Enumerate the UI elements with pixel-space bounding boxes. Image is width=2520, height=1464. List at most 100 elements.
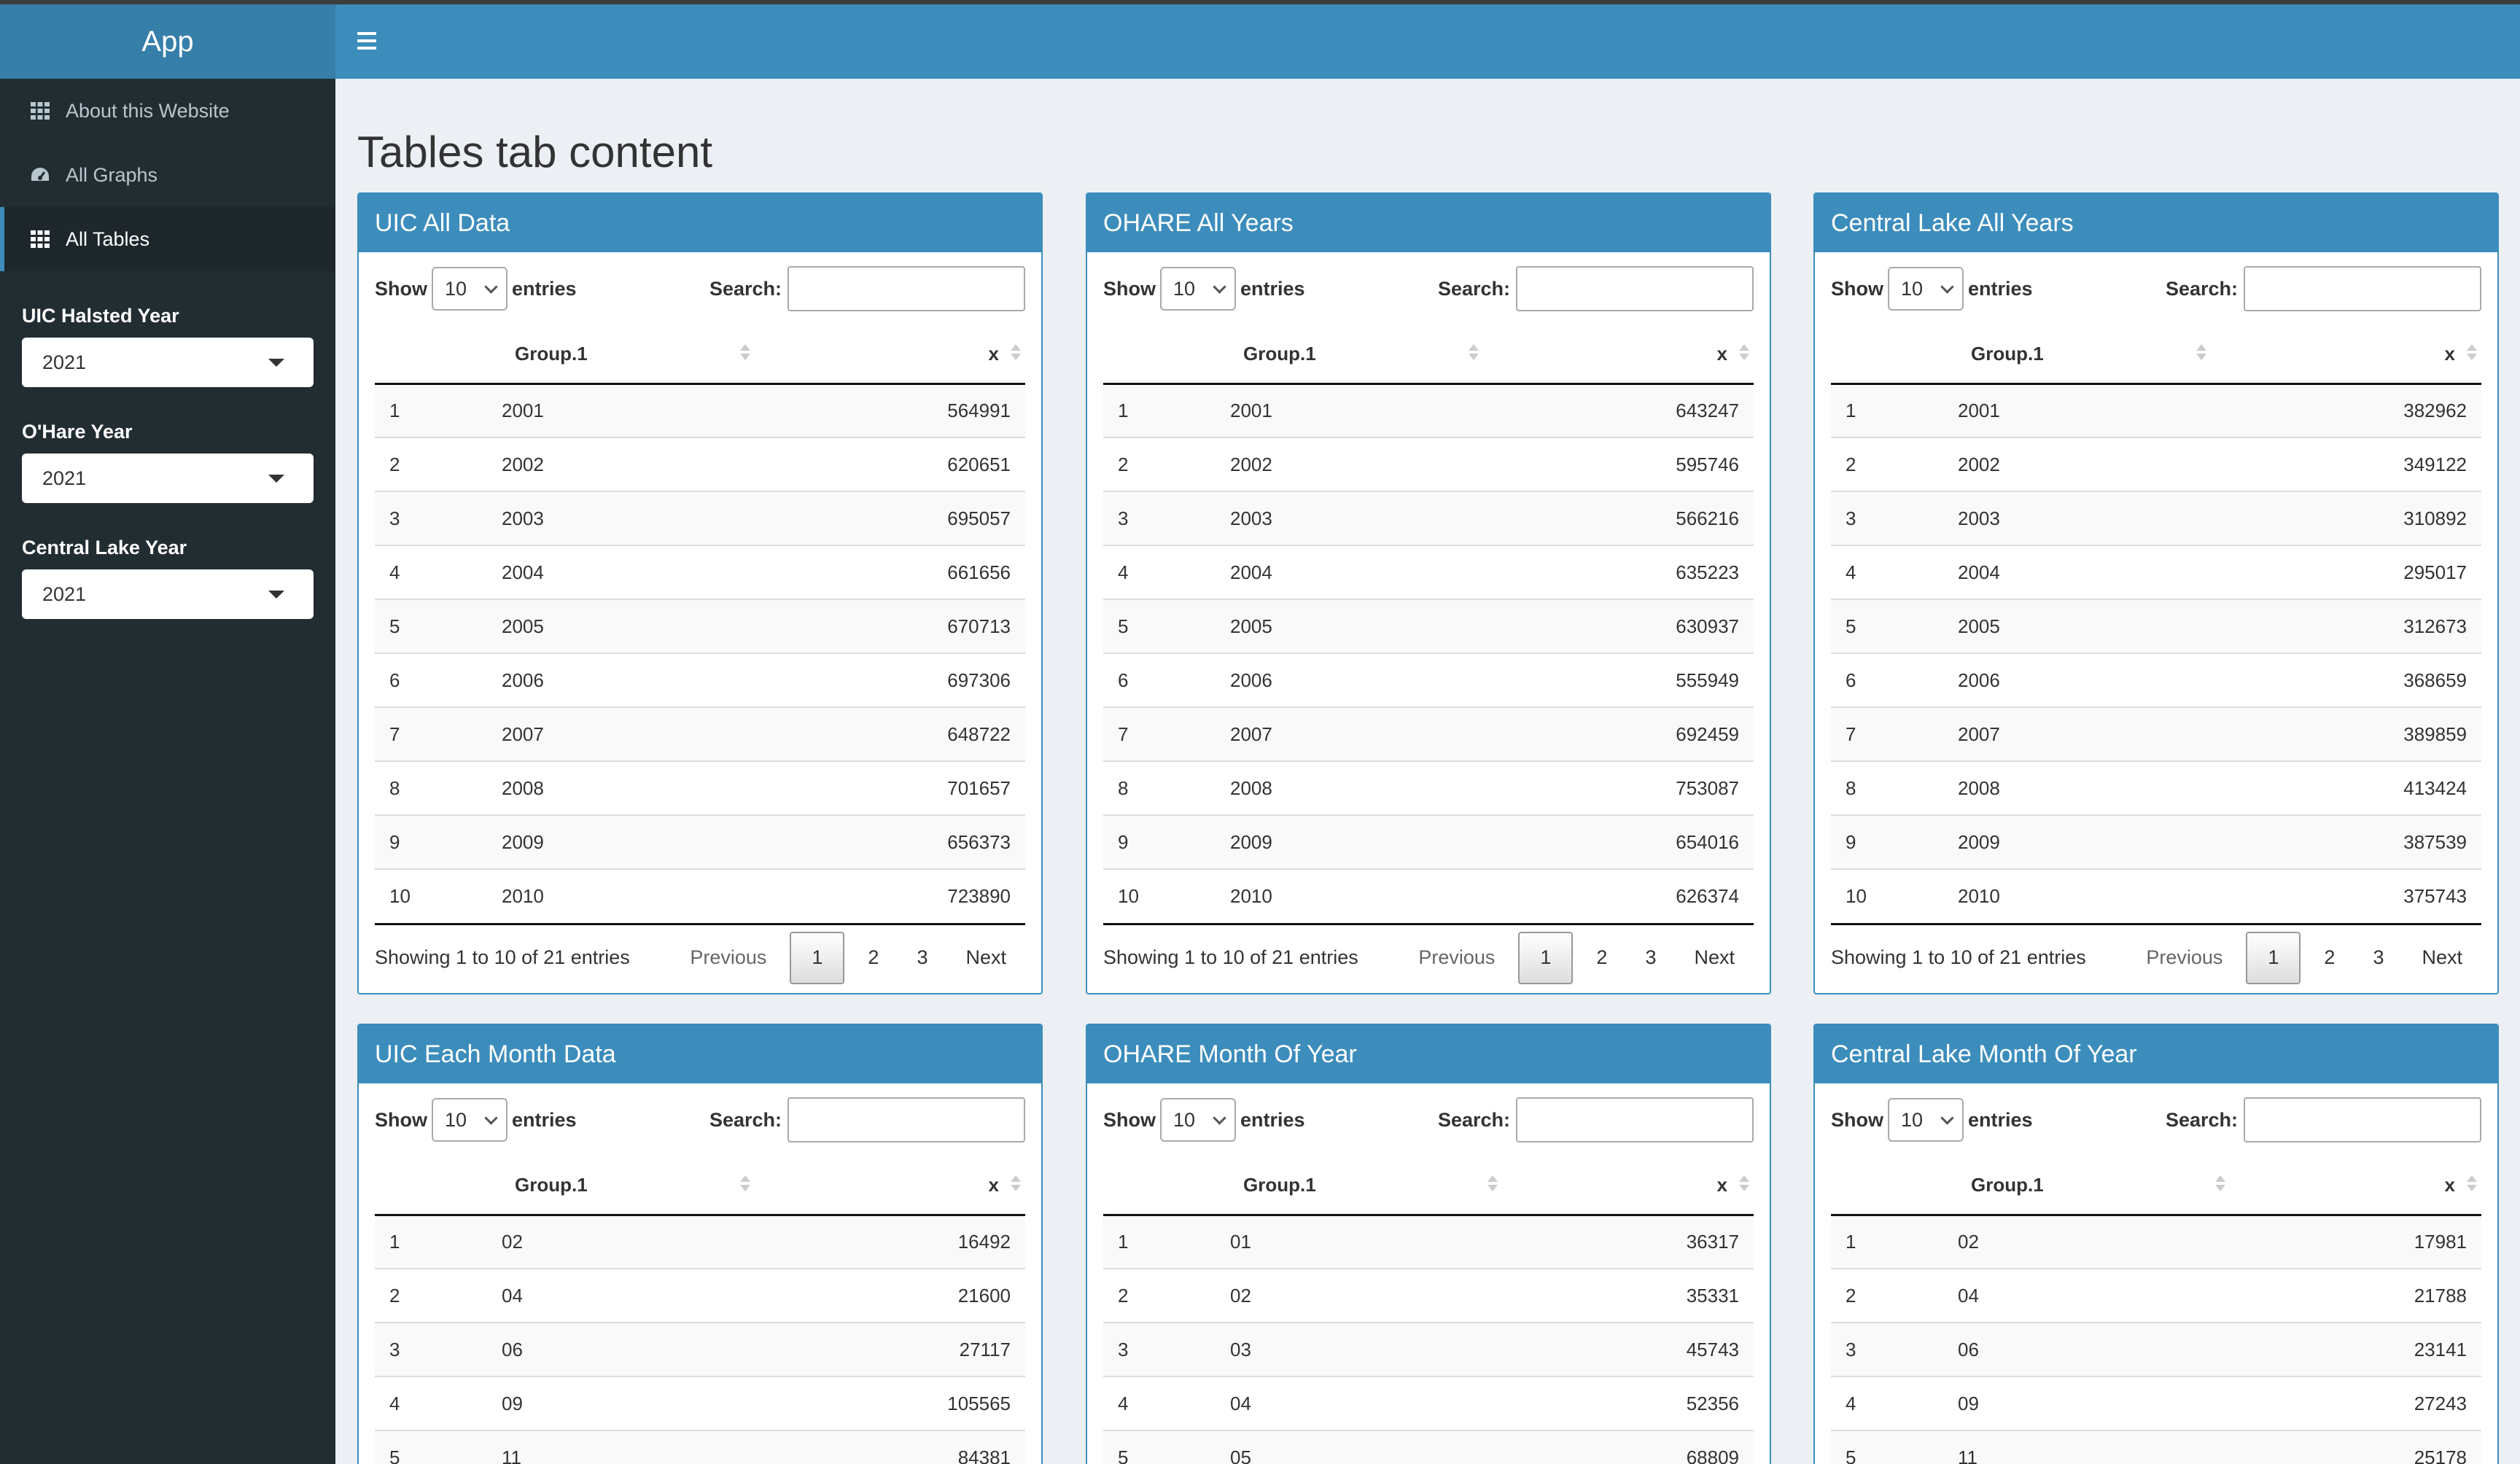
entries-length-select[interactable]: 10 [432, 267, 508, 311]
row-index: 4 [1831, 545, 1955, 599]
index-column-header[interactable] [1103, 325, 1227, 385]
page-1-button[interactable]: 1 [2246, 931, 2301, 984]
x-column-header[interactable]: x [1507, 325, 1754, 385]
table-info: Showing 1 to 10 of 21 entries [1831, 946, 2086, 968]
search-label: Search: [1437, 277, 1510, 300]
next-page-button[interactable]: Next [2422, 946, 2462, 968]
row-index: 8 [375, 760, 499, 815]
index-column-header[interactable] [1831, 325, 1955, 385]
central-lake-year-select[interactable]: 2021 [22, 569, 314, 619]
group-column-header[interactable]: Group.1 [1955, 1156, 2255, 1216]
entries-label: entries [1240, 1108, 1305, 1131]
table-row: 2 02 35331 [1103, 1268, 1754, 1323]
row-index: 3 [1103, 1322, 1227, 1377]
x-column-header[interactable]: x [779, 1156, 1025, 1216]
table-row: 5 05 68809 [1103, 1430, 1754, 1464]
next-page-button[interactable]: Next [1694, 946, 1735, 968]
previous-page-button[interactable]: Previous [1418, 946, 1496, 968]
x-cell: 45743 [1526, 1322, 1754, 1377]
search-input[interactable] [788, 266, 1025, 311]
next-page-button[interactable]: Next [965, 946, 1006, 968]
entries-label: entries [512, 277, 577, 300]
page-2-button[interactable]: 2 [868, 946, 879, 968]
x-cell: 16492 [779, 1215, 1025, 1269]
sidebar-item-graphs[interactable]: All Graphs [0, 143, 335, 207]
search-control: Search: [1438, 1097, 1754, 1142]
uic-year-select[interactable]: 2021 [22, 338, 314, 387]
x-column-header[interactable]: x [2235, 325, 2481, 385]
x-cell: 413424 [2235, 760, 2481, 815]
table-row: 2 04 21600 [375, 1268, 1025, 1323]
group-cell: 03 [1227, 1322, 1527, 1377]
group-column-header[interactable]: Group.1 [499, 325, 779, 385]
page-3-button[interactable]: 3 [917, 946, 928, 968]
ohare-year-select[interactable]: 2021 [22, 453, 314, 503]
row-index: 4 [375, 545, 499, 599]
previous-page-button[interactable]: Previous [2146, 946, 2223, 968]
length-value: 10 [1173, 277, 1196, 300]
index-column-header[interactable] [1103, 1156, 1227, 1216]
sidebar-item-tables[interactable]: All Tables [0, 207, 335, 271]
x-cell: 387539 [2235, 814, 2481, 869]
table-header-row: Group.1 x [1103, 325, 1754, 385]
group-column-header[interactable]: Group.1 [1227, 1156, 1527, 1216]
length-value: 10 [1173, 1108, 1196, 1131]
table-row: 1 01 36317 [1103, 1215, 1754, 1269]
row-index: 3 [1103, 491, 1227, 545]
search-input[interactable] [788, 1097, 1025, 1142]
index-column-header[interactable] [375, 325, 499, 385]
entries-length-control: Show 10 entries [1103, 1098, 1305, 1142]
sort-icon [2214, 1175, 2225, 1191]
x-cell: 643247 [1507, 383, 1754, 437]
group-cell: 2004 [1227, 545, 1508, 599]
entries-length-select[interactable]: 10 [1160, 1098, 1236, 1142]
search-input[interactable] [1516, 266, 1754, 311]
x-cell: 661656 [779, 545, 1025, 599]
table-row: 4 09 27243 [1831, 1376, 2481, 1430]
sort-icon [739, 1175, 750, 1191]
group-cell: 2005 [1227, 599, 1508, 653]
select-value: 2021 [42, 583, 87, 605]
group-column-header[interactable]: Group.1 [1955, 325, 2236, 385]
x-column-header[interactable]: x [1526, 1156, 1754, 1216]
row-index: 1 [375, 383, 499, 437]
page-1-button[interactable]: 1 [1518, 931, 1574, 984]
row-index: 7 [375, 706, 499, 761]
ohare-all-years-box: OHARE All Years Show 10 entries Search: [1086, 192, 1771, 994]
table-row: 3 2003 310892 [1831, 491, 2481, 545]
group-column-header[interactable]: Group.1 [1227, 325, 1508, 385]
entries-length-select[interactable]: 10 [1888, 1098, 1964, 1142]
x-column-header[interactable]: x [2254, 1156, 2481, 1216]
page-2-button[interactable]: 2 [2324, 946, 2336, 968]
group-cell: 2001 [499, 383, 779, 437]
group-cell: 2009 [1227, 814, 1508, 869]
page-3-button[interactable]: 3 [1645, 946, 1657, 968]
entries-length-select[interactable]: 10 [1160, 267, 1236, 311]
search-input[interactable] [1516, 1097, 1754, 1142]
previous-page-button[interactable]: Previous [690, 946, 767, 968]
column-label: x [2444, 342, 2455, 365]
entries-length-select[interactable]: 10 [432, 1098, 508, 1142]
index-column-header[interactable] [375, 1156, 499, 1216]
entries-length-select[interactable]: 10 [1888, 267, 1964, 311]
page-3-button[interactable]: 3 [2373, 946, 2384, 968]
x-column-header[interactable]: x [779, 325, 1025, 385]
index-column-header[interactable] [1831, 1156, 1955, 1216]
x-cell: 27243 [2254, 1376, 2481, 1430]
search-input[interactable] [2244, 266, 2481, 311]
table-row: 4 2004 661656 [375, 545, 1025, 599]
app-logo[interactable]: App [0, 4, 335, 79]
table-row: 10 2010 375743 [1831, 868, 2481, 923]
group-cell: 09 [499, 1376, 779, 1430]
sidebar-item-about[interactable]: About this Website [0, 79, 335, 143]
sort-icon [1468, 344, 1479, 360]
row-index: 1 [1103, 383, 1227, 437]
group-cell: 2009 [499, 814, 779, 869]
page-1-button[interactable]: 1 [790, 931, 845, 984]
ohare-year-label: O'Hare Year [22, 421, 133, 443]
page-2-button[interactable]: 2 [1596, 946, 1608, 968]
group-column-header[interactable]: Group.1 [499, 1156, 779, 1216]
hamburger-menu-icon[interactable] [357, 32, 376, 50]
x-cell: 21600 [779, 1268, 1025, 1323]
search-input[interactable] [2244, 1097, 2481, 1142]
